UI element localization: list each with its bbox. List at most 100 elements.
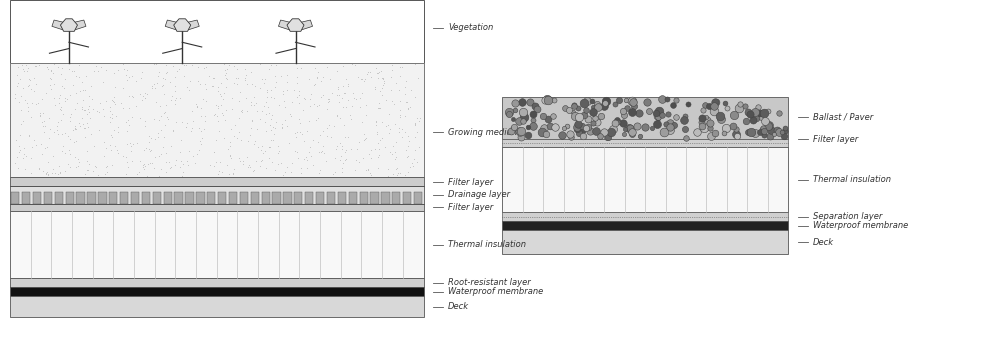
- Point: [62, 164, 78, 169]
- Bar: [66, 192, 74, 204]
- Text: Deck: Deck: [448, 302, 469, 311]
- Point: [310, 149, 326, 155]
- Point: [66, 68, 82, 74]
- Bar: [10, 211, 424, 278]
- Point: [79, 120, 95, 126]
- Point: [397, 129, 413, 135]
- Point: [377, 144, 393, 150]
- Point: [164, 143, 179, 149]
- Point: [218, 70, 233, 76]
- Text: Filter layer: Filter layer: [448, 177, 493, 187]
- Point: [309, 75, 325, 80]
- Point: [80, 167, 96, 172]
- Point: [753, 129, 768, 134]
- Bar: [370, 192, 378, 204]
- Bar: [88, 192, 96, 204]
- Point: [67, 123, 83, 129]
- Point: [339, 77, 355, 82]
- Point: [139, 145, 155, 150]
- Point: [327, 169, 343, 174]
- Point: [392, 64, 408, 70]
- Point: [197, 119, 213, 124]
- Point: [183, 128, 199, 133]
- Point: [505, 126, 521, 131]
- Point: [220, 146, 235, 151]
- Text: Vegetation: Vegetation: [448, 23, 493, 32]
- Point: [537, 126, 553, 131]
- Point: [231, 98, 247, 104]
- Point: [261, 111, 277, 116]
- Point: [771, 129, 787, 135]
- Bar: [120, 192, 128, 204]
- Point: [146, 81, 162, 87]
- Point: [217, 90, 232, 95]
- Point: [54, 131, 70, 136]
- Bar: [305, 192, 313, 204]
- Point: [103, 162, 119, 167]
- Point: [69, 73, 85, 79]
- Point: [776, 133, 792, 138]
- Point: [353, 104, 368, 110]
- Point: [369, 71, 385, 76]
- Point: [380, 122, 396, 127]
- Point: [304, 137, 320, 142]
- Point: [149, 80, 164, 86]
- Point: [610, 117, 625, 122]
- Bar: [10, 177, 424, 186]
- Point: [20, 108, 35, 113]
- Point: [227, 80, 242, 86]
- Bar: [284, 192, 292, 204]
- Point: [118, 72, 134, 78]
- Point: [359, 102, 374, 108]
- Bar: [502, 230, 788, 254]
- Point: [329, 113, 345, 119]
- Point: [237, 76, 253, 81]
- Point: [164, 63, 180, 69]
- Point: [589, 120, 605, 125]
- Point: [554, 132, 569, 137]
- Point: [235, 161, 251, 167]
- Point: [52, 170, 68, 176]
- Point: [197, 113, 213, 119]
- Point: [292, 88, 307, 93]
- Point: [777, 125, 793, 131]
- Point: [693, 124, 709, 129]
- Point: [305, 102, 321, 107]
- Point: [166, 83, 182, 88]
- Point: [287, 87, 302, 93]
- Point: [289, 65, 304, 71]
- Point: [181, 88, 197, 93]
- Point: [529, 106, 545, 112]
- Point: [258, 100, 274, 105]
- Point: [89, 164, 104, 170]
- Point: [355, 119, 370, 125]
- Point: [222, 171, 237, 176]
- Point: [15, 62, 31, 68]
- Point: [16, 85, 32, 90]
- Point: [366, 86, 382, 91]
- Point: [371, 69, 387, 74]
- Point: [215, 113, 230, 118]
- Point: [294, 131, 309, 136]
- Point: [701, 103, 717, 109]
- Bar: [502, 139, 788, 147]
- Point: [511, 118, 527, 124]
- Point: [91, 68, 106, 74]
- Point: [254, 109, 270, 114]
- Point: [567, 113, 583, 118]
- Point: [7, 95, 23, 101]
- Point: [331, 93, 347, 98]
- Point: [55, 143, 71, 148]
- Point: [50, 171, 66, 176]
- Point: [264, 112, 280, 118]
- Point: [360, 71, 375, 77]
- Point: [113, 100, 129, 105]
- Point: [132, 116, 148, 121]
- Point: [263, 127, 279, 133]
- Point: [760, 124, 776, 129]
- Point: [77, 134, 93, 140]
- Point: [42, 76, 58, 81]
- Point: [407, 61, 423, 67]
- Point: [408, 122, 424, 128]
- Point: [386, 101, 402, 107]
